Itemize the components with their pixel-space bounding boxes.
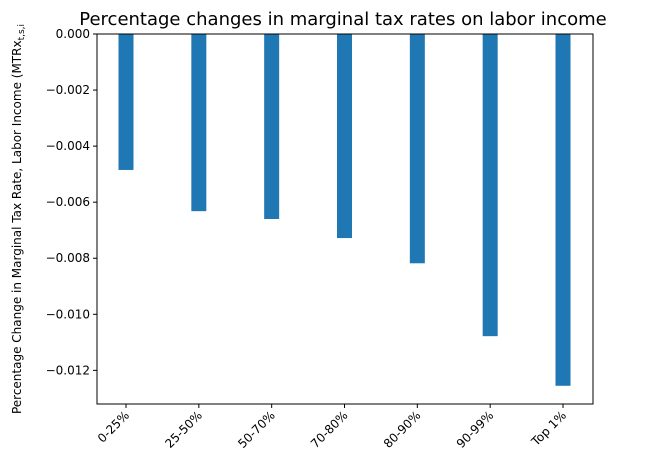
- x-axis-ticks: 0-25% 25-50% 50-70% 70-80% 80-90% 90-99% Top 1…: [95, 404, 569, 451]
- x-tick-label: 0-25%: [95, 408, 132, 445]
- bars-group: [118, 34, 571, 386]
- bar-0-25-: [118, 34, 134, 170]
- y-tick-label: −0.002: [46, 83, 90, 97]
- x-tick-label: 50-70%: [235, 408, 278, 451]
- bar-top-1-: [555, 34, 571, 386]
- bar-70-80-: [337, 34, 352, 239]
- y-axis-label-subscript: t,s,i: [17, 24, 27, 40]
- y-tick-label: −0.012: [46, 363, 90, 377]
- bar-90-99-: [482, 34, 498, 337]
- x-tick-label: Top 1%: [528, 408, 569, 449]
- y-tick-label: −0.008: [46, 251, 90, 265]
- y-tick-label: −0.006: [46, 195, 90, 209]
- x-tick-label: 80-90%: [381, 408, 424, 451]
- y-tick-label: 0.000: [56, 27, 90, 41]
- y-axis-ticks: 0.000 −0.002 −0.004 −0.006 −0.008 −0.010 −0.01…: [46, 27, 97, 377]
- y-axis-label-main: Percentage Change in Marginal Tax Rate, …: [10, 40, 24, 414]
- bar-80-90-: [409, 34, 425, 264]
- bar-50-70-: [264, 34, 280, 219]
- y-axis-label: Percentage Change in Marginal Tax Rate, …: [10, 24, 27, 414]
- bar-25-50-: [191, 34, 207, 212]
- y-tick-label: −0.010: [46, 307, 90, 321]
- x-tick-label: 90-99%: [454, 408, 497, 451]
- y-tick-label: −0.004: [46, 139, 90, 153]
- plot-frame: [96, 33, 594, 405]
- chart-title: Percentage changes in marginal tax rates…: [79, 9, 606, 30]
- x-tick-label: 25-50%: [162, 408, 205, 451]
- x-tick-label: 70-80%: [308, 408, 351, 451]
